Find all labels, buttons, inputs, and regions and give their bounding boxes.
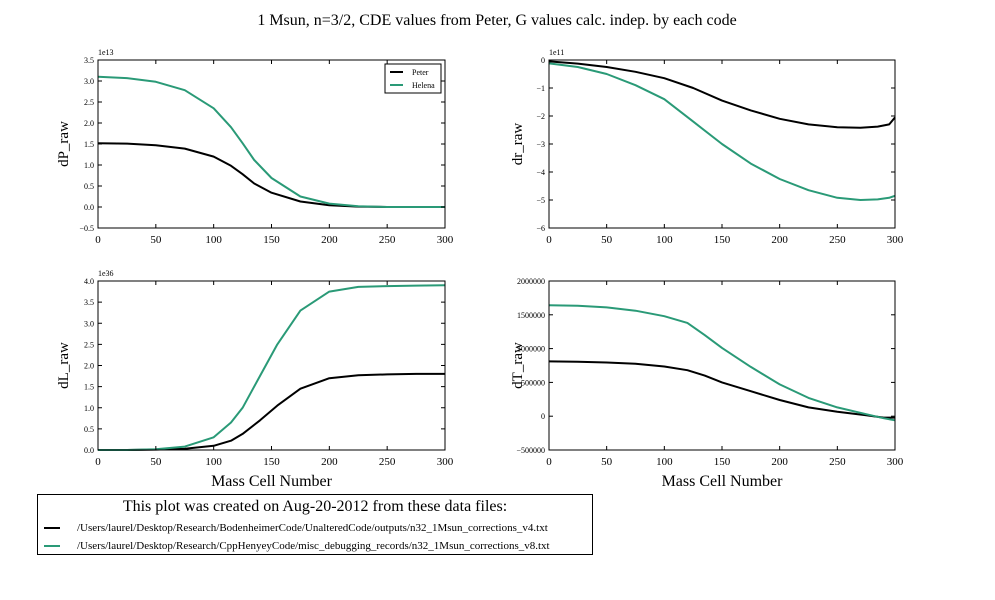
x-tick-label: 250 (829, 456, 846, 468)
y-tick-label: 0.0 (84, 203, 94, 212)
x-tick-label: 200 (321, 456, 338, 468)
plot-dP: 0 50 100 150 200 250 300 −0.5 0.0 0.5 1.0 1.5 2.0 2.5… (56, 48, 454, 246)
y-tick-label: 3.5 (84, 298, 94, 307)
x-tick-label: 0 (95, 456, 101, 468)
y-tick-label: 0.5 (84, 425, 94, 434)
series-line-helena (98, 284, 446, 451)
y-tick-label: 500000 (521, 378, 545, 387)
plot-dr: 0 50 100 150 200 250 300 −6 −5 −4 −3 −2 −1 0 1e11 dr_ra… (510, 48, 904, 246)
x-tick-label: 200 (771, 234, 788, 246)
x-tick-label: 200 (321, 234, 338, 246)
x-tick-label: 250 (379, 456, 396, 468)
y-tick-label: 1.5 (84, 383, 94, 392)
y-tick-label: 1.0 (84, 161, 94, 170)
y-axis-label: dL_raw (56, 342, 72, 389)
data-file-path: /Users/laurel/Desktop/Research/Bodenheim… (77, 522, 548, 534)
data-file-path: /Users/laurel/Desktop/Research/CppHenyey… (77, 540, 550, 552)
y-tick-label: 2.5 (84, 340, 94, 349)
x-tick-label: 300 (437, 456, 454, 468)
x-tick-label: 300 (887, 234, 904, 246)
series-line-peter (548, 60, 896, 129)
x-tick-label: 150 (714, 456, 731, 468)
axes-frame (97, 280, 446, 451)
x-tick-label: 0 (546, 234, 552, 246)
y-axis-label: dT_raw (510, 342, 526, 389)
y-tick-label: 3.0 (84, 77, 94, 86)
y-tick-label: 1.0 (84, 404, 94, 413)
y-tick-label: 1000000 (517, 345, 545, 354)
data-files-legend: This plot was created on Aug-20-2012 fro… (37, 494, 593, 555)
legend-line-green (44, 545, 60, 547)
y-tick-label: 2.5 (84, 98, 94, 107)
x-tick-label: 150 (714, 234, 731, 246)
y-tick-label: 0 (541, 412, 545, 421)
y-tick-label: −2 (536, 112, 545, 121)
plot-dL: 0 50 100 150 200 250 300 0.0 0.5 1.0 1.5 2.0 2.5 3.0 3… (56, 269, 454, 490)
x-tick-label: 300 (437, 234, 454, 246)
series-line-helena (97, 75, 445, 208)
x-tick-label: 50 (601, 456, 613, 468)
y-tick-label: 4.0 (84, 277, 94, 286)
x-tick-label: 100 (205, 456, 222, 468)
legend-line-black (44, 527, 60, 529)
y-tick-label: 0.0 (84, 446, 94, 455)
y-tick-label: 0 (541, 56, 545, 65)
axis-offset-text: 1e13 (98, 48, 114, 57)
y-tick-label: −5 (536, 196, 545, 205)
y-tick-label: −500000 (516, 446, 545, 455)
x-tick-label: 0 (95, 234, 101, 246)
y-tick-label: −3 (536, 140, 545, 149)
y-tick-label: 0.5 (84, 182, 94, 191)
plot-dT: 0 50 100 150 200 250 300−500000050000010000001… (510, 277, 904, 490)
x-tick-label: 100 (205, 234, 222, 246)
y-tick-label: −1 (536, 84, 545, 93)
figure-suptitle: 1 Msun, n=3/2, CDE values from Peter, G … (257, 12, 736, 29)
x-tick-label: 200 (771, 456, 788, 468)
y-tick-label: 3.5 (84, 56, 94, 65)
plot-legend: Peter Helena (384, 63, 442, 94)
y-tick-label: 2000000 (517, 277, 545, 286)
y-tick-label: 3.0 (84, 319, 94, 328)
x-tick-label: 100 (656, 456, 673, 468)
y-tick-label: 2.0 (84, 362, 94, 371)
x-tick-label: 250 (379, 234, 396, 246)
series-line-peter (98, 372, 445, 451)
x-tick-label: 50 (601, 234, 613, 246)
x-tick-label: 250 (829, 234, 846, 246)
x-axis-label: Mass Cell Number (662, 473, 784, 490)
legend-frame (384, 63, 442, 94)
series-line-helena (548, 304, 896, 422)
x-tick-label: 100 (656, 234, 673, 246)
x-tick-label: 150 (263, 456, 280, 468)
x-tick-label: 300 (887, 456, 904, 468)
y-tick-label: −0.5 (79, 224, 94, 233)
y-axis-label: dP_raw (56, 121, 72, 167)
y-tick-label: −4 (536, 168, 545, 177)
x-tick-label: 0 (546, 456, 552, 468)
legend-label-helena: Helena (412, 81, 435, 90)
series-line-helena (548, 62, 896, 201)
y-tick-label: −6 (536, 224, 545, 233)
series-line-peter (548, 360, 895, 419)
data-files-legend-title: This plot was created on Aug-20-2012 fro… (122, 498, 508, 515)
y-tick-label: 2.0 (84, 119, 94, 128)
axis-offset-text: 1e11 (549, 48, 564, 57)
y-axis-label: dr_raw (510, 123, 526, 166)
x-tick-label: 50 (150, 234, 162, 246)
y-tick-label: 1.5 (84, 140, 94, 149)
legend-label-peter: Peter (412, 68, 429, 77)
x-tick-label: 50 (150, 456, 162, 468)
x-tick-label: 150 (263, 234, 280, 246)
axis-offset-text: 1e36 (98, 269, 114, 278)
x-axis-label: Mass Cell Number (211, 473, 333, 490)
y-tick-label: 1500000 (517, 311, 545, 320)
series-line-peter (97, 142, 445, 208)
